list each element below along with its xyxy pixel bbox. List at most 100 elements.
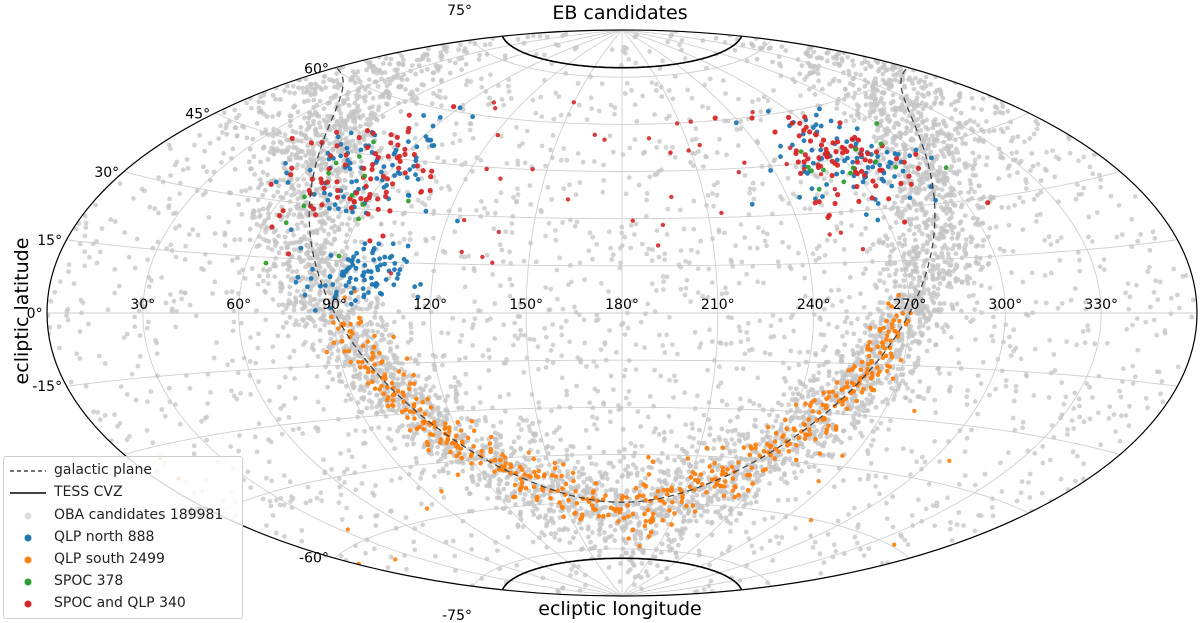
point-oba — [270, 359, 276, 364]
point-oba — [822, 299, 828, 305]
point-oba — [282, 234, 288, 240]
point-oba — [1116, 203, 1122, 208]
point-oba — [321, 457, 326, 463]
point-oba — [266, 459, 272, 465]
point-oba — [314, 242, 319, 247]
point-oba — [96, 353, 102, 359]
point-oba — [940, 195, 946, 201]
point-oba — [719, 426, 725, 432]
point-oba — [990, 338, 996, 344]
point-oba — [863, 91, 868, 96]
point-oba — [459, 162, 465, 168]
point-oba — [698, 341, 704, 347]
point-oba — [883, 474, 888, 480]
point-oba — [371, 546, 377, 552]
point-oba — [237, 237, 243, 242]
point-oba — [601, 530, 607, 535]
point-oba — [811, 312, 817, 317]
point-oba — [531, 512, 537, 518]
point-oba — [862, 330, 868, 336]
point-oba — [418, 475, 424, 481]
point-oba — [317, 338, 323, 344]
point-oba — [327, 100, 333, 105]
point-oba — [931, 119, 936, 124]
point-oba — [696, 440, 702, 446]
point-oba — [882, 204, 888, 210]
point-oba — [536, 366, 541, 372]
point-oba — [300, 431, 306, 437]
point-oba — [288, 123, 293, 129]
point-oba — [1153, 278, 1159, 284]
point-oba — [972, 137, 978, 142]
point-oba — [470, 135, 476, 141]
point-oba — [65, 306, 71, 312]
point-oba — [640, 467, 645, 472]
point-oba — [704, 203, 710, 208]
point-oba — [824, 58, 830, 64]
point-oba — [174, 159, 180, 165]
point-oba — [290, 276, 295, 281]
point-oba — [984, 119, 989, 124]
point-oba — [754, 245, 760, 251]
point-oba — [980, 359, 986, 365]
point-oba — [243, 188, 249, 194]
point-oba — [542, 77, 547, 83]
point-oba — [893, 279, 899, 285]
point-oba — [512, 333, 518, 339]
point-oba — [1022, 139, 1027, 145]
point-oba — [767, 459, 773, 464]
point-oba — [704, 65, 709, 71]
point-oba — [268, 439, 274, 445]
point-oba — [850, 76, 856, 82]
point-oba — [314, 228, 320, 233]
point-oba — [955, 347, 961, 352]
point-oba — [637, 489, 643, 494]
point-oba — [577, 588, 583, 593]
point-oba — [271, 193, 277, 199]
point-oba — [682, 526, 688, 532]
point-oba — [315, 399, 321, 405]
point-oba — [490, 405, 495, 411]
point-oba — [987, 254, 993, 260]
point-oba — [321, 312, 327, 318]
point-oba — [94, 260, 100, 266]
point-oba — [659, 541, 665, 547]
point-oba — [440, 468, 446, 474]
point-oba — [892, 271, 898, 277]
point-oba — [1113, 429, 1118, 434]
point-oba — [826, 451, 832, 457]
point-oba — [647, 394, 653, 399]
point-oba — [972, 157, 978, 163]
point-oba — [147, 204, 153, 210]
point-oba — [117, 283, 122, 289]
point-oba — [666, 88, 672, 93]
point-oba — [813, 351, 819, 356]
point-oba — [1124, 326, 1130, 332]
point-oba — [861, 192, 867, 198]
point-oba — [163, 300, 169, 306]
point-oba — [672, 154, 678, 160]
point-oba — [420, 200, 425, 206]
point-oba — [431, 208, 437, 214]
point-oba — [1042, 237, 1048, 243]
point-oba — [679, 536, 684, 541]
point-oba — [956, 510, 962, 515]
point-oba — [545, 450, 551, 456]
point-oba — [439, 185, 444, 191]
point-oba — [970, 150, 976, 156]
point-oba — [469, 325, 475, 331]
point-oba — [201, 267, 206, 273]
point-oba — [133, 397, 139, 403]
point-oba — [492, 301, 498, 306]
point-oba — [788, 385, 793, 391]
point-oba — [262, 188, 268, 193]
point-oba — [434, 450, 440, 456]
point-oba — [218, 123, 223, 128]
point-oba — [827, 411, 833, 417]
point-oba — [321, 79, 326, 85]
point-oba — [373, 513, 379, 519]
point-oba — [991, 128, 997, 134]
point-oba — [1114, 234, 1120, 240]
point-oba — [317, 327, 323, 333]
point-oba — [185, 166, 191, 171]
